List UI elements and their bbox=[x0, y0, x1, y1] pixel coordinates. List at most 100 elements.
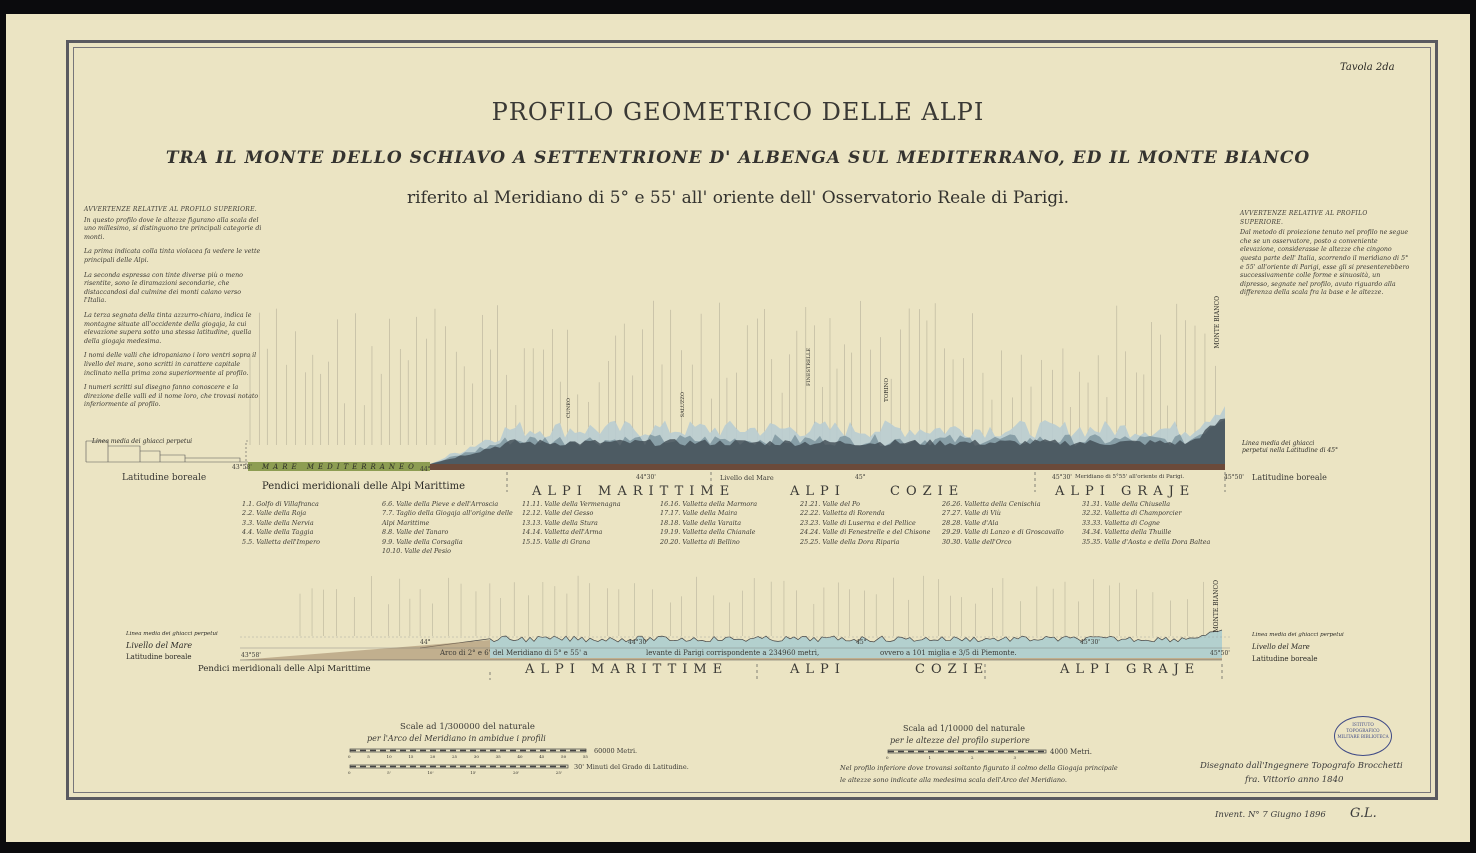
sea-level-label: Livello del Mare bbox=[720, 474, 774, 482]
valley-item: 33.33. Valletta di Cogne bbox=[1082, 518, 1160, 527]
lower-sea-label: Livello del Mare bbox=[126, 641, 193, 650]
arc-text-2: levante di Parigi corrispondente a 23496… bbox=[646, 649, 820, 657]
lower-profile-ridge bbox=[419, 629, 1223, 649]
upper-mountain-silhouette bbox=[430, 406, 1225, 464]
valley-item: 35.35. Valle d'Aosta e della Dora Baltea bbox=[1082, 537, 1211, 546]
peak-monte-bianco: MONTE BIANCO bbox=[1214, 296, 1221, 349]
note-paragraph: I nomi delle valli che idropaniano i lor… bbox=[84, 352, 257, 377]
note-paragraph: La prima indicata colla tinta violacea f… bbox=[84, 248, 261, 264]
lower-lat-4530: 45°30' bbox=[1080, 639, 1100, 646]
scale-right-subtitle: per le altezze del profilo superiore bbox=[890, 736, 1030, 745]
valley-item: 26.26. Valletta della Cenischia bbox=[942, 500, 1041, 508]
lat-4530: 45°30' bbox=[1052, 474, 1072, 481]
mountain-layer bbox=[430, 418, 1225, 464]
meridian-note: Meridiano di 5°55' all'oriente di Parigi… bbox=[1075, 474, 1185, 480]
tick: 1 bbox=[928, 755, 932, 760]
arc-text-3: ovvero a 101 miglia e 3/5 di Piemonte. bbox=[880, 649, 1017, 657]
lower-leader-lines bbox=[299, 575, 1218, 636]
valley-item: 5.5. Valletta dell'Impero bbox=[242, 537, 320, 546]
sheet-label: Tavola 2da bbox=[1340, 62, 1395, 73]
upper-glacier-label: Linea media dei ghiacci perpetui bbox=[92, 438, 193, 445]
lower-right-glacier-label: Linea media dei ghiacci perpetui bbox=[1252, 632, 1344, 638]
range-cozie: COZIE bbox=[890, 484, 965, 499]
valley-item: 25.25. Valle della Dora Riparia bbox=[800, 537, 900, 546]
valley-column: 16.16. Valletta della Marmora 17.17. Vall… bbox=[660, 500, 794, 547]
valley-column: 11.11. Valle della Vermenagna 12.12. Vall… bbox=[522, 500, 656, 547]
lower-base bbox=[240, 640, 1222, 660]
valley-item: 10.10. Valle del Pesio bbox=[382, 547, 452, 556]
tick: 0 bbox=[886, 755, 889, 760]
peak-torino: TORINO bbox=[884, 378, 890, 402]
valley-column: 21.21. Valle del Po 22.22. Valletta di Ro… bbox=[800, 500, 934, 547]
base-band bbox=[430, 464, 1225, 470]
lower-slopes-label: Pendici meridionali delle Alpi Marittime bbox=[198, 664, 371, 674]
valley-item: 8.8. Valle del Tanaro bbox=[382, 528, 449, 537]
tick: 10' bbox=[427, 770, 434, 775]
tick: 25 bbox=[451, 754, 458, 759]
note-paragraph: La seconda espressa con tinte diverse pi… bbox=[84, 271, 243, 305]
peak-cuneo: CUNEO bbox=[566, 398, 572, 419]
valley-item: 27.27. Valle di Viù bbox=[942, 509, 1001, 518]
valley-item: 30.30. Valle dell'Orco bbox=[942, 537, 1012, 546]
valley-item: 1.1. Golfo di Villafranca bbox=[242, 500, 319, 508]
valley-item: 28.28. Valle d'Ala bbox=[942, 518, 999, 527]
scale-left-ticks-1: 0 5 10 15 20 25 30 35 40 45 50 55 bbox=[348, 754, 588, 759]
tick: 30 bbox=[473, 754, 479, 759]
lat-left: 43°58' bbox=[232, 464, 252, 471]
valley-item: 4.4. Valle della Taggia bbox=[242, 528, 314, 537]
note-paragraph: La terza segnata della tinta azzurro-chi… bbox=[84, 311, 252, 345]
scale-left-subtitle: per l'Arco del Meridiano in ambidue i pr… bbox=[367, 734, 546, 743]
subtitle-meridian: riferito al Meridiano di 5° e 55' all' o… bbox=[407, 188, 1069, 208]
lower-peak-monte-bianco: MONTE BIANCO bbox=[1213, 580, 1220, 633]
scale-bar-heights bbox=[887, 749, 1047, 754]
scale-right-unit: 4000 Metri. bbox=[1050, 748, 1092, 756]
scale-left-unit-2: 30' Minuti del Grado di Latitudine. bbox=[574, 763, 689, 771]
lower-lat-45: 45° bbox=[856, 639, 867, 646]
tick: 10 bbox=[386, 754, 392, 759]
lat-right: 45°50' bbox=[1224, 474, 1244, 481]
valley-item: 20.20. Valletta di Bellino bbox=[660, 537, 740, 546]
tick: 45 bbox=[539, 754, 545, 759]
lower-profile-water bbox=[490, 630, 1222, 658]
scale-left-ticks-2: 0 5' 10' 15' 20' 25' bbox=[348, 770, 562, 775]
valley-item: 13.13. Valle della Stura bbox=[522, 518, 598, 527]
scale-left-title: Scale ad 1/300000 del naturale bbox=[400, 722, 535, 732]
right-notes-heading: AVVERTENZE RELATIVE AL PROFILO SUPERIORE… bbox=[1240, 210, 1368, 226]
lower-lat-left: 43°58' bbox=[241, 652, 261, 659]
valley-item: 31.31. Valle della Chiusella bbox=[1082, 500, 1171, 508]
valley-item: 3.3. Valle della Nervia bbox=[242, 518, 314, 527]
lower-range-cozie: COZIE bbox=[915, 662, 990, 677]
valley-column: 1.1. Golfo di Villafranca 2.2. Valle dell… bbox=[242, 500, 376, 547]
note-paragraph: I numeri scritti sul disegno fanno conos… bbox=[84, 384, 259, 409]
valley-item: 32.32. Valletta di Champorcier bbox=[1082, 509, 1182, 518]
tick: 35 bbox=[495, 754, 501, 759]
tick: 5 bbox=[367, 754, 370, 759]
valley-item: 14.14. Valletta dell'Arma bbox=[522, 528, 603, 537]
tick: 20' bbox=[512, 770, 520, 775]
lower-lat-4430: 44°30' bbox=[628, 639, 648, 646]
peak-finestrelle: FINESTRELLE bbox=[806, 348, 812, 386]
valley-item: 7.7. Taglio della Giogaja all'origine de… bbox=[382, 509, 513, 527]
arc-text: Arco di 2° e 6' del Meridiano di 5° e 55… bbox=[440, 649, 588, 657]
title: PROFILO GEOMETRICO DELLE ALPI bbox=[491, 98, 985, 126]
tick: 15 bbox=[408, 754, 414, 759]
scale-bar-minutes bbox=[349, 764, 569, 769]
valley-column: 31.31. Valle della Chiusella 32.32. Valle… bbox=[1082, 500, 1216, 547]
lat-45: 45° bbox=[855, 474, 866, 481]
peak-saluzzo: SALUZZO bbox=[680, 392, 686, 418]
inventory-note: Invent. N° 7 Giugno 1896 bbox=[1215, 810, 1326, 820]
upper-latitude-label: Latitudine boreale bbox=[122, 473, 207, 483]
valley-item: 12.12. Valle del Gesso bbox=[522, 509, 594, 518]
range-alpi-graje: ALPI GRAJE bbox=[1055, 484, 1196, 499]
valley-item: 19.19. Valletta della Chianale bbox=[660, 528, 756, 537]
lower-latitude-label: Latitudine boreale bbox=[126, 653, 192, 661]
tick: 0 bbox=[348, 770, 351, 775]
note-paragraph: In questo profilo dove le altezze figura… bbox=[84, 216, 262, 241]
valley-item: 23.23. Valle di Luserna e del Pellice bbox=[800, 518, 916, 527]
right-notes: AVVERTENZE RELATIVE AL PROFILO SUPERIORE… bbox=[1240, 210, 1410, 304]
range-alpi-marittime: ALPI MARITTIME bbox=[532, 484, 736, 499]
valley-item: 17.17. Valle della Maira bbox=[660, 509, 738, 518]
peak-leader-lines bbox=[249, 300, 1216, 445]
lat-44: 44° bbox=[420, 466, 431, 473]
